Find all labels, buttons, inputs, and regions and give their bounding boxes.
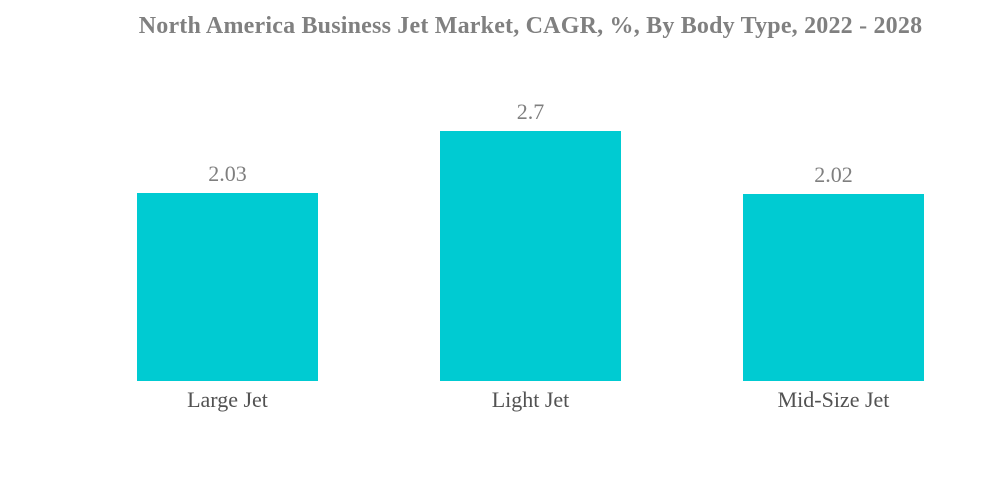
chart-title: North America Business Jet Market, CAGR,… <box>138 13 923 39</box>
bar <box>440 131 621 381</box>
category-label: Mid-Size Jet <box>777 387 890 412</box>
bar-value-label: 2.7 <box>516 99 545 124</box>
bar-slot: 2.02 Mid-Size Jet <box>682 0 985 483</box>
bar <box>743 194 924 381</box>
bar-value-label: 2.03 <box>208 161 247 186</box>
bar-slot: 2.03 Large Jet <box>76 0 379 483</box>
bar <box>137 193 318 381</box>
bar-slot: 2.7 Light Jet <box>379 0 682 483</box>
category-label: Light Jet <box>491 387 570 412</box>
category-label: Large Jet <box>187 387 268 412</box>
bar-value-label: 2.02 <box>814 162 853 187</box>
